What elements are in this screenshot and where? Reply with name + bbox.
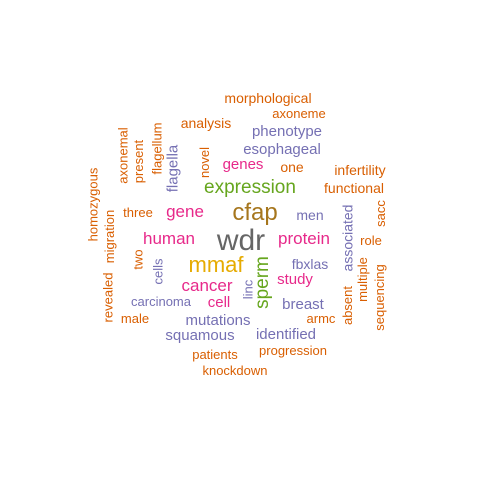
word-breast: breast: [282, 295, 324, 313]
word-identified: identified: [255, 325, 317, 343]
word-revealed: revealed: [100, 272, 116, 322]
word-cfap: cfap: [232, 199, 278, 226]
word-cell: cell: [207, 293, 231, 311]
word-sperm: sperm: [251, 255, 273, 309]
word-multiple: multiple: [354, 256, 370, 302]
word-flagella: flagella: [164, 144, 182, 192]
word-one: one: [280, 159, 304, 175]
word-absent: absent: [340, 285, 356, 325]
word-sacc: sacc: [372, 199, 388, 227]
word-analysis: analysis: [180, 115, 232, 131]
word-axoneme: axoneme: [272, 105, 326, 121]
word-fbxlas: fbxlas: [291, 256, 329, 272]
word-human: human: [143, 228, 195, 248]
word-gene: gene: [166, 201, 204, 221]
word-protein: protein: [278, 228, 330, 248]
word-study: study: [277, 270, 313, 288]
word-axonemal: axonemal: [115, 126, 131, 184]
word-infertility: infertility: [334, 162, 386, 178]
word-genes: genes: [222, 155, 264, 173]
word-flagellum: flagellum: [149, 121, 165, 175]
word-morphological: morphological: [224, 90, 312, 106]
word-men: men: [296, 207, 324, 223]
word-novel: novel: [197, 146, 213, 178]
word-role: role: [360, 232, 382, 248]
word-cancer: cancer: [181, 275, 233, 295]
word-expression: expression: [204, 176, 296, 198]
word-two: two: [130, 248, 146, 270]
word-patients: patients: [192, 346, 238, 362]
word-functional: functional: [324, 180, 384, 196]
word-armc: armc: [306, 310, 336, 326]
word-sequencing: sequencing: [371, 263, 387, 331]
word-cells: cells: [150, 257, 166, 285]
word-carcinoma: carcinoma: [131, 293, 191, 309]
word-mutations: mutations: [185, 311, 251, 329]
word-associated: associated: [339, 204, 355, 272]
word-three: three: [123, 204, 153, 220]
word-linc: linc: [240, 279, 256, 299]
word-wdr: wdr: [216, 224, 266, 257]
word-homozygous: homozygous: [85, 167, 101, 241]
word-progression: progression: [259, 342, 327, 358]
word-phenotype: phenotype: [251, 122, 323, 140]
word-knockdown: knockdown: [202, 362, 268, 378]
word-migration: migration: [102, 209, 118, 263]
word-mmaf: mmaf: [188, 252, 244, 277]
word-present: present: [131, 139, 147, 183]
word-esophageal: esophageal: [243, 140, 321, 158]
word-squamous: squamous: [165, 326, 235, 344]
word-male: male: [120, 310, 150, 326]
